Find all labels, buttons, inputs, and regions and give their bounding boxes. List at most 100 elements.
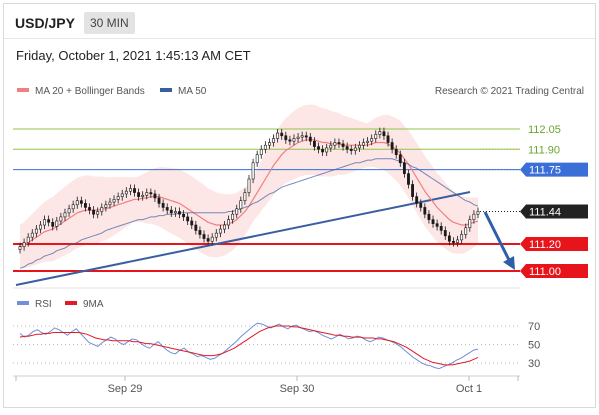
candle-body [431,219,435,224]
candle-body [71,204,75,210]
candle-body [317,146,320,150]
candle-body [325,147,329,153]
candle-body [161,203,165,208]
candle-body [386,135,390,143]
candle-body [165,207,169,211]
candle-body [22,242,26,247]
price-tag-last [520,204,588,219]
candle-body [92,209,96,215]
candle-body [141,194,145,197]
candle-body [231,213,235,220]
candle-body [394,148,398,155]
candle-body [75,200,79,206]
candle-body [218,228,222,234]
ma9-legend-label: 9MA [83,299,104,310]
candle-body [300,135,304,138]
candle-body [239,200,243,210]
timeframe-button[interactable]: 30 MIN [84,12,135,34]
candle-body [308,136,312,142]
ma50-legend-swatch [160,88,172,92]
candle-body [292,138,296,142]
candle-body [128,188,132,192]
x-tick-label: Sep 29 [108,383,143,395]
candle-body [370,138,374,142]
candle-body [423,207,427,215]
candle-body [407,173,410,185]
candle-body [272,138,275,143]
forecast-arrow [483,211,512,263]
x-tick-label: Sep 30 [280,383,315,395]
candle-body [419,203,423,208]
candle-body [34,228,38,234]
ma20-legend-label: MA 20 + Bollinger Bands [35,86,145,97]
candle-body [374,134,378,139]
candle-body [18,246,22,250]
candle-body [345,146,349,150]
candle-body [460,234,464,241]
rsi-legend-label: RSI [35,299,52,310]
price-label-last: 111.44 [529,206,561,218]
candle-body [149,192,153,195]
candle-body [288,139,292,142]
candle-body [435,223,439,227]
candle-body [259,148,263,155]
candle-body [378,131,382,135]
price-label-support: 111.00 [529,266,561,278]
candle-body [411,184,414,197]
candle-body [362,142,365,146]
candle-body [443,230,447,237]
candle-body [26,236,30,243]
candle-body [59,216,63,222]
candle-body [206,238,210,242]
candle-body [63,212,67,218]
ma9-line [19,325,479,366]
timestamp: Friday, October 1, 2021 1:45:13 AM CET [16,48,251,63]
candle-body [55,220,59,227]
ma20-legend-swatch [17,88,29,92]
candle-body [182,213,185,218]
symbol-title: USD/JPY [15,15,75,31]
header-bar: USD/JPY 30 MIN [4,4,595,39]
rsi-legend-swatch [17,301,29,305]
candle-body [67,208,71,214]
candle-body [51,222,55,227]
candle-body [456,239,459,243]
candle-body [452,240,455,243]
candle-body [137,192,141,197]
trendline [15,191,471,286]
candle-body [100,207,104,212]
candle-body [88,207,91,211]
candle-body [186,216,190,222]
candle-body [198,230,202,235]
candle-body [243,192,247,201]
candle-body [190,220,194,226]
candle-body [447,235,451,242]
ma9-legend-swatch [65,301,77,305]
candle-body [382,131,386,137]
x-tick-label: Oct 1 [456,383,482,395]
candle-body [202,234,206,239]
candle-body [124,190,128,195]
forecast-arrow-head [503,256,515,270]
candle-body [333,142,337,146]
candle-body [464,227,468,235]
candle-body [43,219,46,226]
candle-body [157,197,161,204]
candle-body [210,236,214,242]
candle-body [96,211,100,215]
candle-body [47,219,51,223]
candle-body [476,211,480,215]
candle-body [357,144,361,149]
price-label-resistance: 112.05 [528,124,561,136]
candle-body [439,226,443,231]
candle-body [398,154,402,164]
credit-text: Research © 2021 Trading Central [435,86,584,97]
candle-body [329,144,333,149]
candle-body [280,132,284,137]
candle-body [133,188,136,193]
candle-body [120,193,124,197]
rsi-line [19,322,479,370]
candle-body [194,224,198,231]
candle-body [390,142,394,150]
